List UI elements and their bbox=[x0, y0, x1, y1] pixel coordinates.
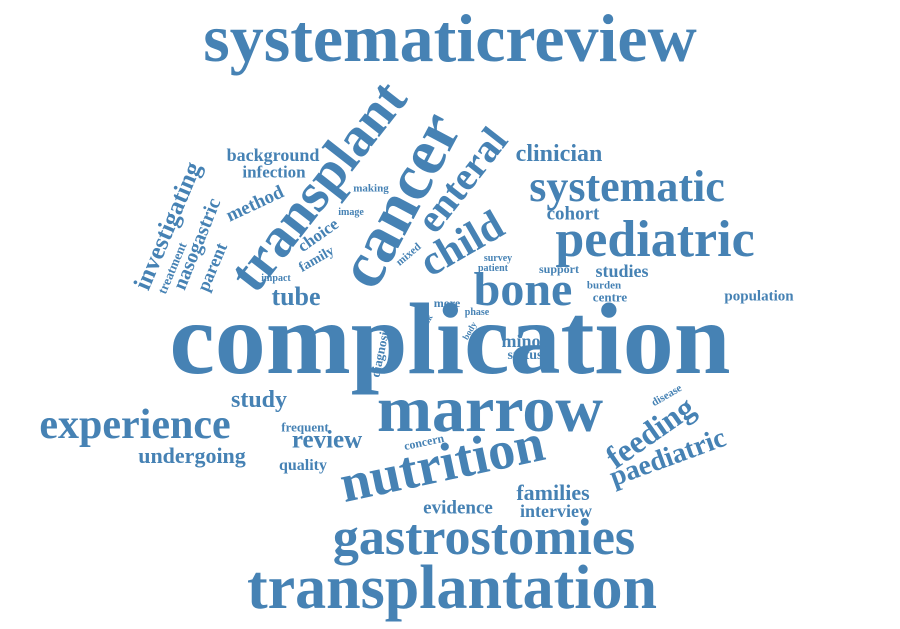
word-quality: quality bbox=[278, 457, 328, 474]
word-survey: survey bbox=[483, 253, 513, 264]
word-complication: complication bbox=[169, 283, 731, 396]
word-transplantation: transplantation bbox=[247, 554, 657, 622]
word-population: population bbox=[724, 288, 794, 305]
word-support: support bbox=[538, 262, 580, 276]
word-bone: bone bbox=[473, 263, 573, 316]
word-patient: patient bbox=[478, 263, 508, 274]
word-evidence: evidence bbox=[423, 497, 493, 519]
word-marrow: marrow bbox=[376, 373, 604, 446]
word-image: image bbox=[338, 207, 364, 218]
word-systematicreview: systematicreview bbox=[203, 0, 697, 76]
word-frequent: frequent bbox=[281, 419, 329, 435]
word-clinician: clinician bbox=[515, 141, 603, 167]
word-more: more bbox=[433, 296, 461, 310]
word-centre: centre bbox=[592, 289, 628, 305]
word-status: status bbox=[507, 348, 543, 363]
word-phase: phase bbox=[464, 307, 490, 318]
word-background: background bbox=[226, 145, 320, 165]
word-undergoing: undergoing bbox=[138, 443, 246, 468]
word-pediatric: pediatric bbox=[555, 211, 755, 268]
word-families: families bbox=[516, 480, 590, 505]
word-infection: infection bbox=[242, 162, 306, 182]
word-review: review bbox=[291, 426, 363, 454]
word-studies: studies bbox=[595, 261, 649, 281]
word-study: study bbox=[230, 387, 288, 413]
word-impact: impact bbox=[261, 273, 291, 284]
word-burden: burden bbox=[586, 279, 622, 292]
word-systematic: systematic bbox=[529, 162, 725, 211]
word-experience: experience bbox=[39, 402, 231, 448]
word-gastrostomies: gastrostomies bbox=[332, 509, 636, 566]
word-interview: interview bbox=[520, 501, 592, 521]
word-cohort: cohort bbox=[546, 203, 600, 225]
word-making: making bbox=[353, 182, 389, 195]
word-tube: tube bbox=[271, 282, 321, 311]
word-minor: minor bbox=[501, 331, 549, 351]
